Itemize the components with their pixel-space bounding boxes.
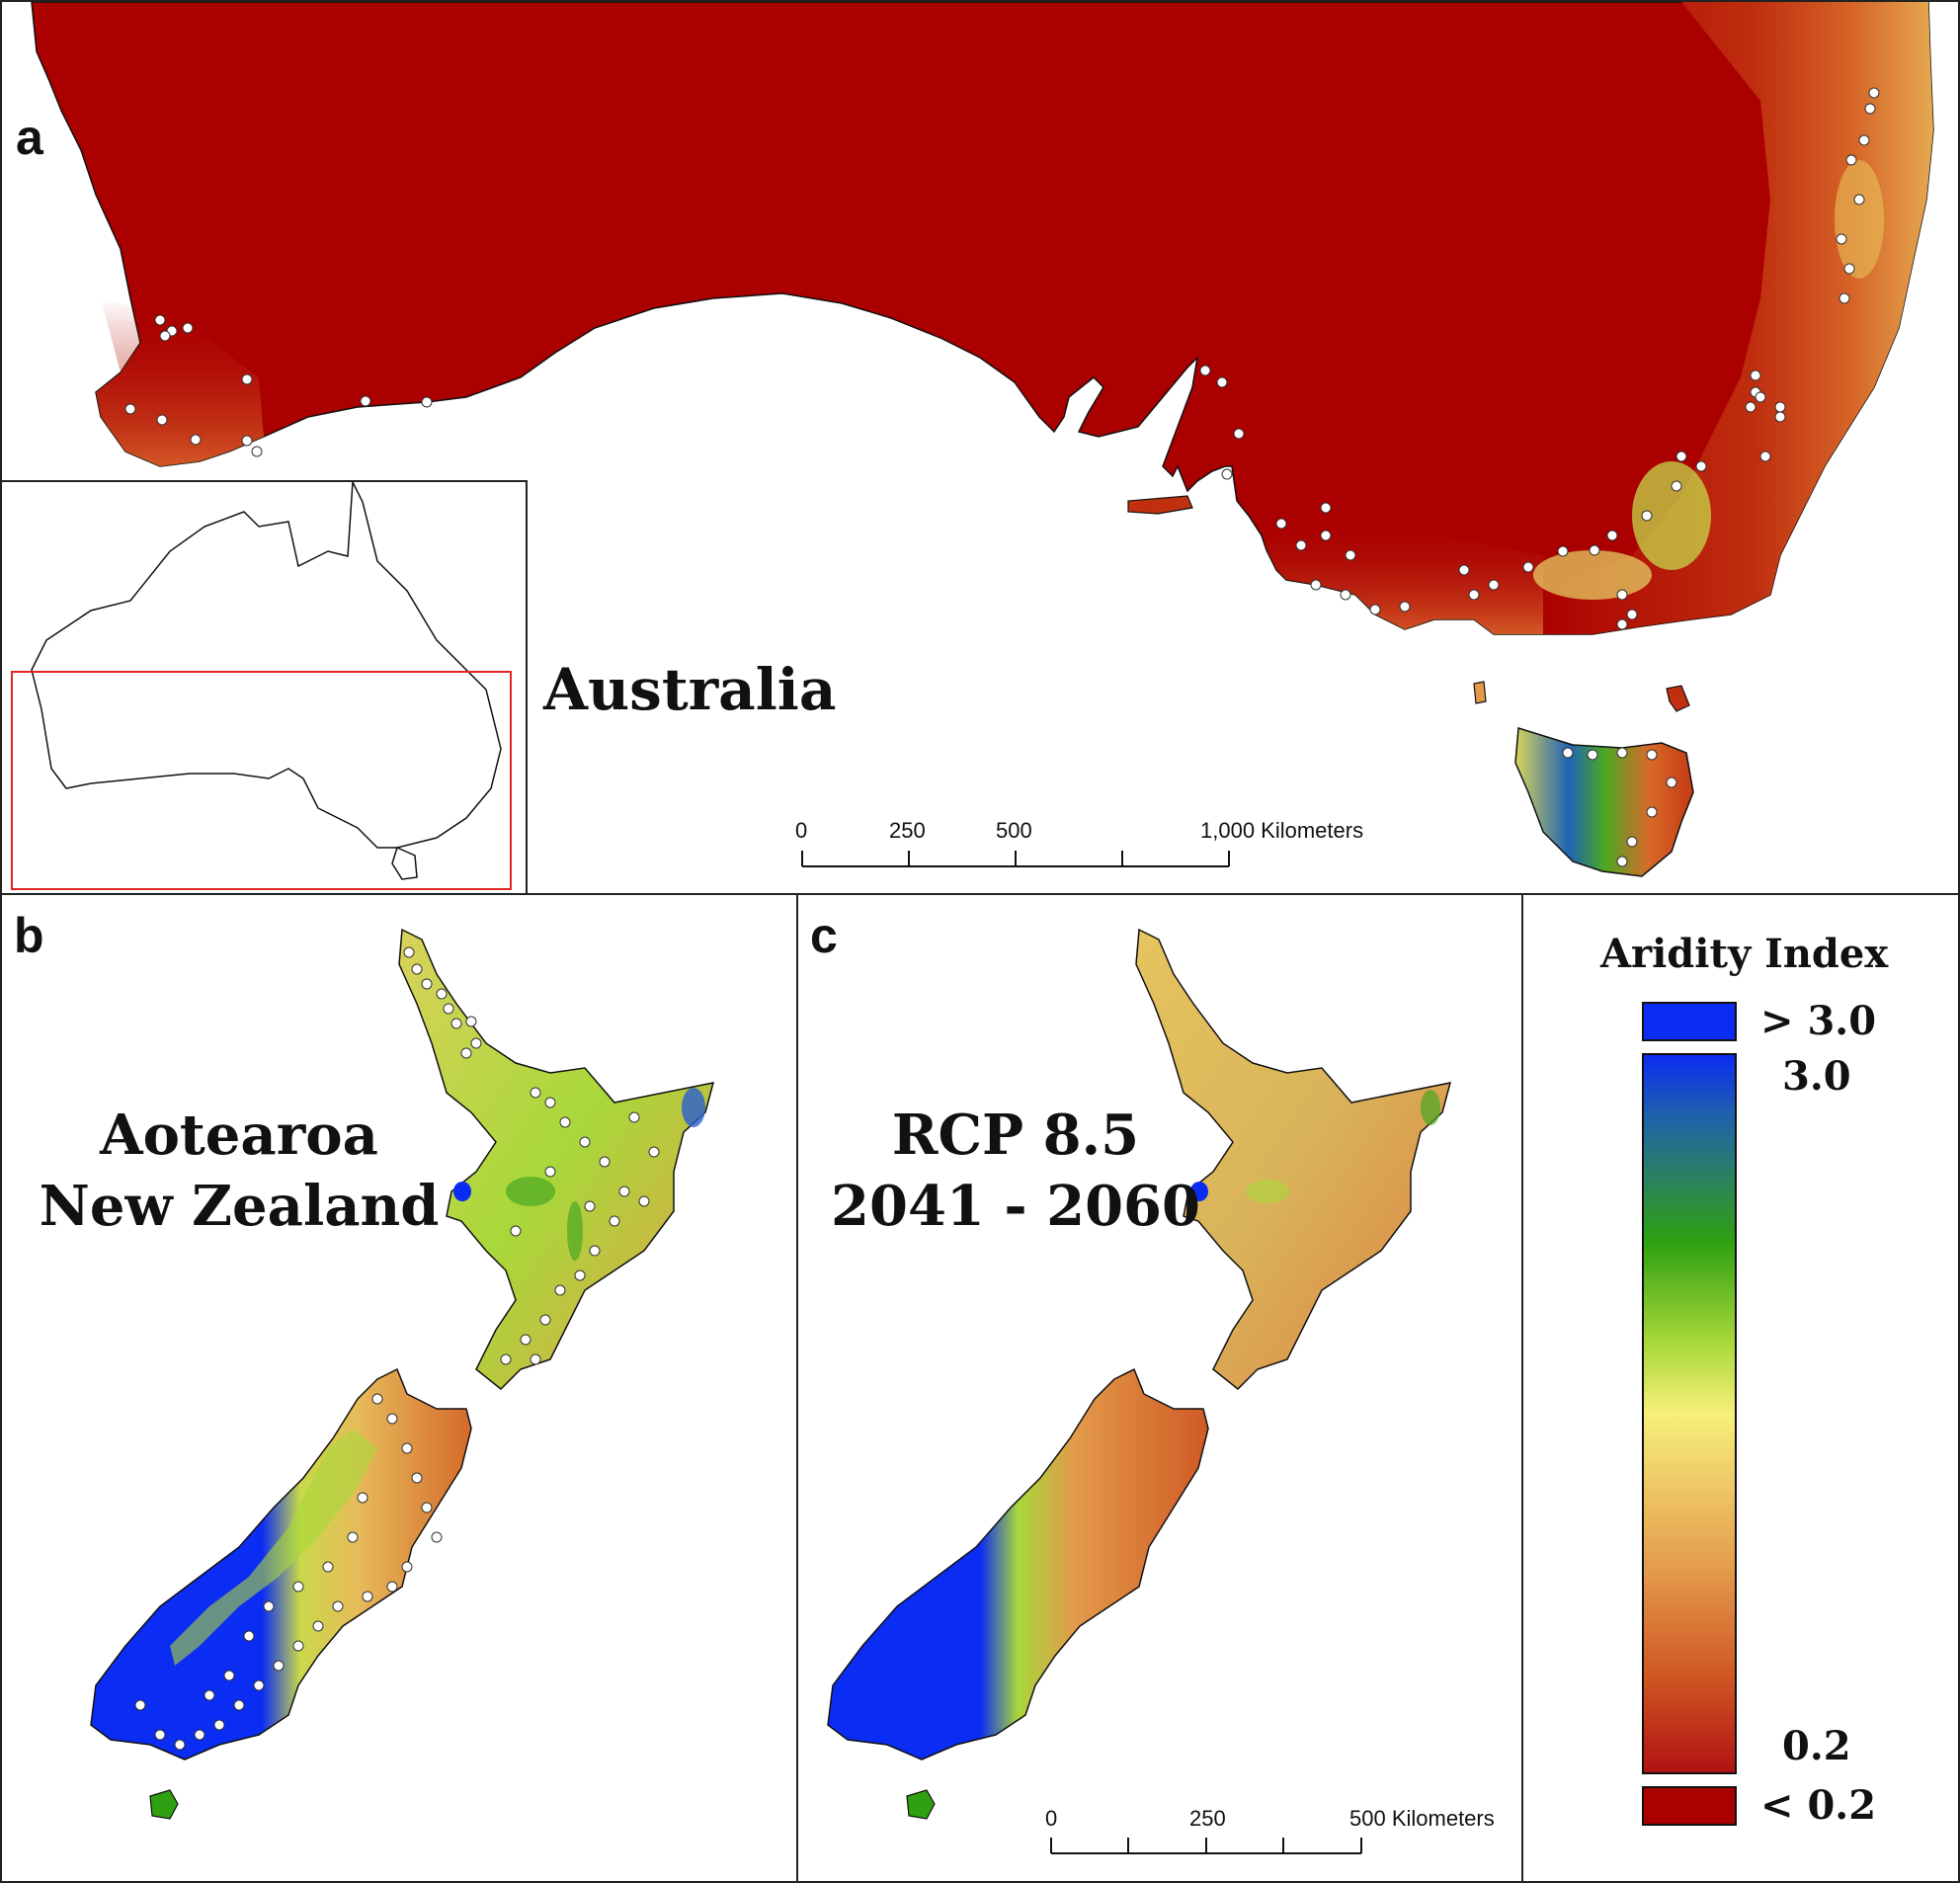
nz-future-map (827, 928, 1452, 1820)
legend-title: Aridity Index (1600, 931, 1889, 977)
legend-panel: Aridity Index > 3.0 3.0 0.2 < 0.2 (1521, 893, 1960, 1883)
wet-patch-future (1246, 1180, 1289, 1203)
wet-patch (682, 1088, 705, 1127)
rcp-title-line2: 2041 - 2060 (831, 1174, 1200, 1239)
east-coast-gradient (1533, 2, 1933, 634)
nz-title-line2: New Zealand (39, 1174, 440, 1239)
panel-new-zealand: b Aotearoa New Zealand (0, 893, 798, 1883)
king-island (1473, 681, 1487, 704)
rcp-title-line1: RCP 8.5 (891, 1103, 1140, 1168)
south-coast-gradient (1257, 516, 1543, 634)
panel-title-australia: Australia (543, 656, 837, 723)
scale-a-tick-1000: 1,000 Kilometers (1200, 818, 1364, 843)
scale-c-tick-0: 0 (1045, 1806, 1058, 1831)
nz-south-island-future (827, 1367, 1209, 1760)
nz-current-map (90, 928, 715, 1820)
panel-rcp85: c RCP 8.5 2041 - 2060 0 250 500 Kilomete… (796, 893, 1523, 1883)
tasmania (1514, 727, 1694, 877)
highland-patch (1835, 160, 1884, 279)
legend-top-box (1642, 1002, 1737, 1041)
legend-color-ramp (1642, 1053, 1737, 1774)
inset-extent-box (11, 671, 512, 890)
lake-taupo-future (1190, 1182, 1208, 1201)
legend-bottom-box (1642, 1786, 1737, 1826)
highland-patch (1632, 461, 1711, 570)
panel-label-c: c (810, 908, 838, 963)
kangaroo-island (1127, 495, 1193, 515)
lake-taupo (453, 1182, 471, 1201)
legend-ramp-top-label: 3.0 (1782, 1053, 1851, 1100)
occurrence-dots-nz (134, 946, 660, 1751)
legend-bottom-box-label: < 0.2 (1760, 1782, 1877, 1829)
panel-label-a: a (16, 110, 43, 165)
wet-patch-future (1421, 1090, 1440, 1125)
mainland-australia (31, 2, 1934, 635)
stewart-island-future (906, 1789, 936, 1820)
inset-map (2, 480, 528, 893)
highland-patch (1533, 550, 1652, 600)
scale-bar-c (1050, 1838, 1362, 1854)
flinders-island (1666, 685, 1690, 712)
nz-north-island-future (1135, 928, 1452, 1391)
wet-patch (567, 1201, 583, 1261)
panel-label-b: b (14, 908, 44, 963)
legend-top-box-label: > 3.0 (1760, 998, 1877, 1044)
scale-c-tick-500: 500 Kilometers (1349, 1806, 1495, 1831)
scale-a-tick-0: 0 (795, 818, 808, 843)
panel-australia: a Australia 0 250 500 1,000 Kilometers (0, 0, 1960, 895)
australia-map (31, 2, 1934, 877)
scale-a-tick-250: 250 (889, 818, 926, 843)
scale-c-tick-250: 250 (1189, 1806, 1226, 1831)
southwest-gradient (96, 298, 264, 466)
scale-a-tick-500: 500 (996, 818, 1032, 843)
southern-alps-green (170, 1429, 377, 1666)
nz-title-line1: Aotearoa (100, 1103, 378, 1168)
wet-patch (506, 1177, 555, 1206)
scale-bar-a (801, 851, 1230, 867)
stewart-island (149, 1789, 179, 1820)
legend-ramp-bottom-label: 0.2 (1782, 1723, 1851, 1769)
occurrence-dots (124, 87, 1880, 867)
inset-australia-outline (11, 482, 512, 890)
